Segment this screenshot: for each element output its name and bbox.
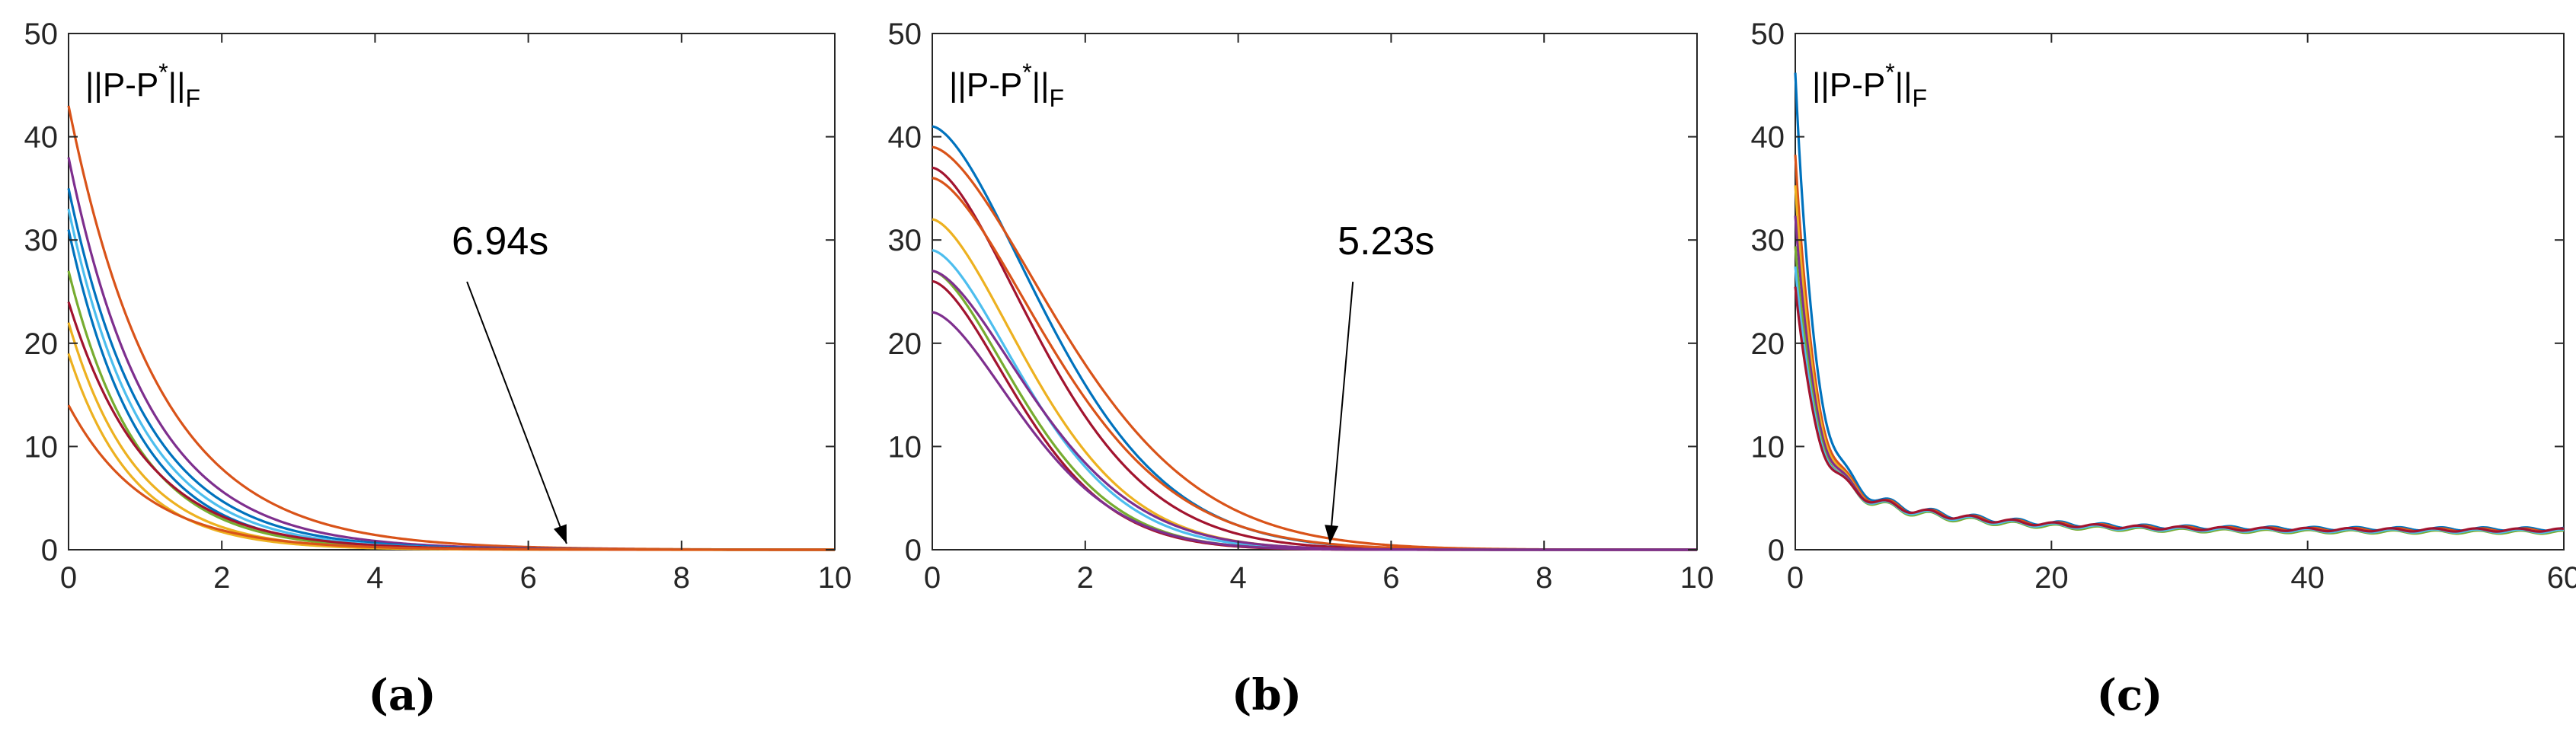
y-tick-label: 20 [888,327,922,361]
x-tick-label: 0 [924,561,941,595]
x-tick-label: 4 [366,561,383,595]
y-axis-label: ||P-P*||F [1812,59,1927,112]
series-line [932,249,1697,551]
x-tick-label: 0 [1787,561,1804,595]
y-tick-label: 0 [1768,534,1785,567]
series-line [1794,215,2565,535]
y-tick-label: 0 [41,534,58,567]
series-line [932,270,1697,551]
y-tick-label: 40 [24,121,59,155]
y-tick-label: 30 [1751,224,1785,257]
y-tick-label: 10 [24,430,59,464]
series-layer [1794,72,2565,535]
series-line [67,157,835,551]
series-line [1794,246,2565,535]
plot-frame [68,33,836,550]
axes-layer: 0 2 4 6 8 10 0 10 20 30 40 50 [24,18,852,595]
plot-frame [1795,33,2565,550]
x-tick-label: 2 [213,561,230,595]
x-tick-label: 4 [1229,561,1246,595]
series-layer [932,125,1697,551]
x-tick-label: 6 [519,561,536,595]
y-tick-label: 10 [1751,430,1785,464]
y-tick-label: 40 [888,121,922,155]
annotation-text: 5.23s [1338,219,1434,263]
plot-frame [932,33,1698,550]
series-line [932,218,1697,551]
annotation-text: 6.94s [452,219,548,263]
annotation-arrowhead [1325,525,1339,544]
x-tick-label: 40 [2290,561,2325,595]
caption-c: (c) [2096,670,2162,720]
series-line [67,353,835,551]
y-axis-label: ||P-P*||F [85,59,200,112]
x-tick-label: 20 [2034,561,2069,595]
series-line [1794,155,2565,533]
annotation: 6.94s [452,219,567,544]
annotation: 5.23s [1325,219,1434,544]
series-line [932,145,1697,551]
x-tick-label: 2 [1077,561,1094,595]
y-axis-label: ||P-P*||F [949,59,1064,112]
series-line [932,270,1697,551]
caption-a: (a) [368,670,436,720]
y-tick-label: 20 [24,327,59,361]
series-line [1794,72,2565,532]
y-tick-label: 50 [888,18,922,51]
chart-panel-a: 0 2 4 6 8 10 0 10 20 30 40 50 ||P-P*||F 6.94s [24,18,852,595]
series-line [932,177,1697,551]
x-tick-label: 60 [2547,561,2576,595]
y-tick-label: 50 [1751,18,1785,51]
x-tick-label: 8 [1536,561,1552,595]
annotation-arrow [1329,281,1354,544]
series-line [1794,185,2565,535]
chart-panel-c: 0 20 40 60 0 10 20 30 40 50 ||P-P*||F [1751,18,2576,595]
y-tick-label: 20 [1751,327,1785,361]
series-layer [67,105,836,551]
series-line [67,105,835,551]
series-line [67,322,835,551]
annotation-arrow [466,281,567,544]
y-tick-label: 0 [905,534,922,567]
x-tick-label: 0 [60,561,77,595]
x-tick-label: 6 [1382,561,1399,595]
x-tick-label: 10 [818,561,852,595]
series-line [1794,286,2565,533]
series-line [67,404,835,551]
series-line [932,166,1697,551]
y-tick-label: 30 [24,224,59,257]
x-tick-label: 8 [673,561,690,595]
x-tick-label: 10 [1680,561,1715,595]
chart-panel-b: 0 2 4 6 8 10 0 10 20 30 40 50 ||P-P*||F 5.23s [888,18,1715,595]
series-line [67,229,835,551]
series-line [1794,266,2565,535]
y-tick-label: 30 [888,224,922,257]
y-tick-label: 40 [1751,121,1785,155]
series-line [932,311,1697,551]
y-tick-label: 50 [24,18,59,51]
annotation-arrowhead [553,524,567,544]
y-tick-label: 10 [888,430,922,464]
axes-layer: 0 20 40 60 0 10 20 30 40 50 [1751,18,2576,595]
caption-b: (b) [1232,670,1302,720]
axes-layer: 0 2 4 6 8 10 0 10 20 30 40 50 [888,18,1715,595]
